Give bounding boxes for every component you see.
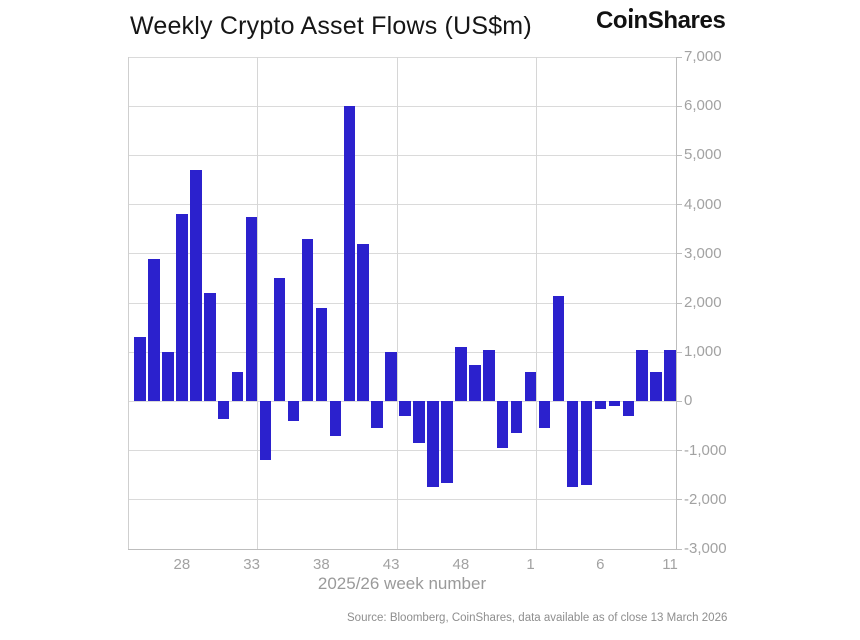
y-tick-mark xyxy=(676,253,682,255)
y-tick-label: 5,000 xyxy=(684,146,722,164)
y-gridline xyxy=(128,253,676,255)
y-tick-mark xyxy=(676,499,682,501)
bar-week-43 xyxy=(385,352,397,402)
y-tick-label: 3,000 xyxy=(684,244,722,262)
x-axis-labels: 28 33 38 43 48 1 6 11 xyxy=(128,556,678,576)
y-tick-mark xyxy=(676,450,682,452)
y-tick-mark xyxy=(676,56,682,58)
x-tick-label: 28 xyxy=(173,556,191,573)
y-tick-label: 0 xyxy=(684,392,693,410)
y-tick-mark xyxy=(676,548,682,550)
y-tick-mark xyxy=(676,400,682,402)
bar-week-28 xyxy=(176,214,188,402)
bar-week-4 xyxy=(566,401,579,488)
bar-week-11 xyxy=(664,349,676,402)
bar-week-45 xyxy=(413,401,425,444)
bar-week-8 xyxy=(622,401,634,417)
y-gridline xyxy=(128,302,676,304)
bar-week-44 xyxy=(399,401,411,417)
y-gridline xyxy=(128,204,676,206)
bar-week-52 xyxy=(510,401,523,434)
logo-text: nShares xyxy=(633,7,726,34)
bar-week-9 xyxy=(636,349,648,402)
y-tick-mark xyxy=(676,302,682,304)
y-tick-label: 6,000 xyxy=(684,97,722,115)
x-tick-label: 6 xyxy=(596,556,605,573)
bar-week-35 xyxy=(273,278,286,402)
y-tick-label: -3,000 xyxy=(684,540,727,557)
right-axis-spine xyxy=(676,57,677,549)
y-tick-mark xyxy=(676,154,682,156)
logo-i-dot xyxy=(629,8,634,12)
bar-week-38 xyxy=(315,307,328,402)
bar-week-40 xyxy=(343,106,355,402)
x-gridline xyxy=(396,57,398,549)
bar-week-46 xyxy=(427,401,439,488)
bar-week-26 xyxy=(148,258,160,402)
y-gridline xyxy=(128,450,676,452)
x-tick-label: 11 xyxy=(662,556,678,573)
x-axis-title: 2025/26 week number xyxy=(317,574,487,593)
y-tick-mark xyxy=(676,204,682,206)
y-gridline xyxy=(128,499,676,501)
y-tick-label: 4,000 xyxy=(684,195,722,213)
x-tick-label: 33 xyxy=(243,556,260,573)
x-tick-label: 1 xyxy=(526,556,535,573)
x-tick-label: 48 xyxy=(452,556,470,573)
bar-week-30 xyxy=(204,293,216,402)
bar-week-39 xyxy=(329,401,342,436)
bar-week-51 xyxy=(496,401,509,449)
y-gridline xyxy=(128,351,676,353)
y-axis-labels: 7,000 6,000 5,000 4,000 3,000 2,000 1,000 0 -1,0… xyxy=(684,48,744,557)
logo-text: Co xyxy=(596,7,628,34)
bar-week-3 xyxy=(552,295,565,402)
chart-title: Weekly Crypto Asset Flows (US$m) xyxy=(130,12,532,40)
y-tick-mark xyxy=(676,105,682,107)
y-tick-label: 2,000 xyxy=(684,294,722,311)
bar-week-1 xyxy=(524,371,537,402)
bar-week-50 xyxy=(483,349,495,402)
source-note: Source: Bloomberg, CoinShares, data avai… xyxy=(347,612,728,624)
y-tick-mark xyxy=(676,351,682,353)
bar-week-47 xyxy=(441,401,453,483)
bar-week-25 xyxy=(134,337,146,402)
bar-week-49 xyxy=(469,364,481,402)
bar-week-36 xyxy=(287,401,300,422)
bar-week-7 xyxy=(608,401,621,407)
y-gridline xyxy=(128,105,676,107)
y-tick-label: 1,000 xyxy=(684,343,722,361)
y-tick-label: -2,000 xyxy=(684,490,727,508)
x-tick-label: 43 xyxy=(382,556,400,573)
bar-week-29 xyxy=(190,170,202,402)
bar-week-32 xyxy=(231,371,244,402)
bar-week-42 xyxy=(371,401,383,429)
x-gridline xyxy=(257,57,259,549)
bar-week-10 xyxy=(650,371,662,402)
y-gridline xyxy=(128,548,676,550)
bar-week-41 xyxy=(357,243,369,402)
y-gridline xyxy=(128,56,676,58)
y-tick-label: 7,000 xyxy=(684,48,722,65)
logo-i-glyph: ı xyxy=(627,7,634,34)
bar-week-5 xyxy=(580,401,593,486)
bar-week-6 xyxy=(594,401,607,409)
y-gridline xyxy=(128,154,676,156)
left-axis-spine xyxy=(128,57,129,549)
bar-week-37 xyxy=(301,239,314,402)
bar-week-31 xyxy=(217,401,230,419)
bar-week-2 xyxy=(538,401,551,429)
coinshares-logo: Coı nShares xyxy=(596,7,726,35)
bar-week-27 xyxy=(162,352,174,402)
plot-area xyxy=(128,56,682,550)
bar-week-33 xyxy=(245,216,258,402)
y-tick-label: -1,000 xyxy=(684,441,727,459)
x-tick-label: 38 xyxy=(313,556,330,573)
bar-week-34 xyxy=(259,401,272,461)
bar-week-48 xyxy=(455,347,467,402)
x-gridline xyxy=(536,57,538,549)
